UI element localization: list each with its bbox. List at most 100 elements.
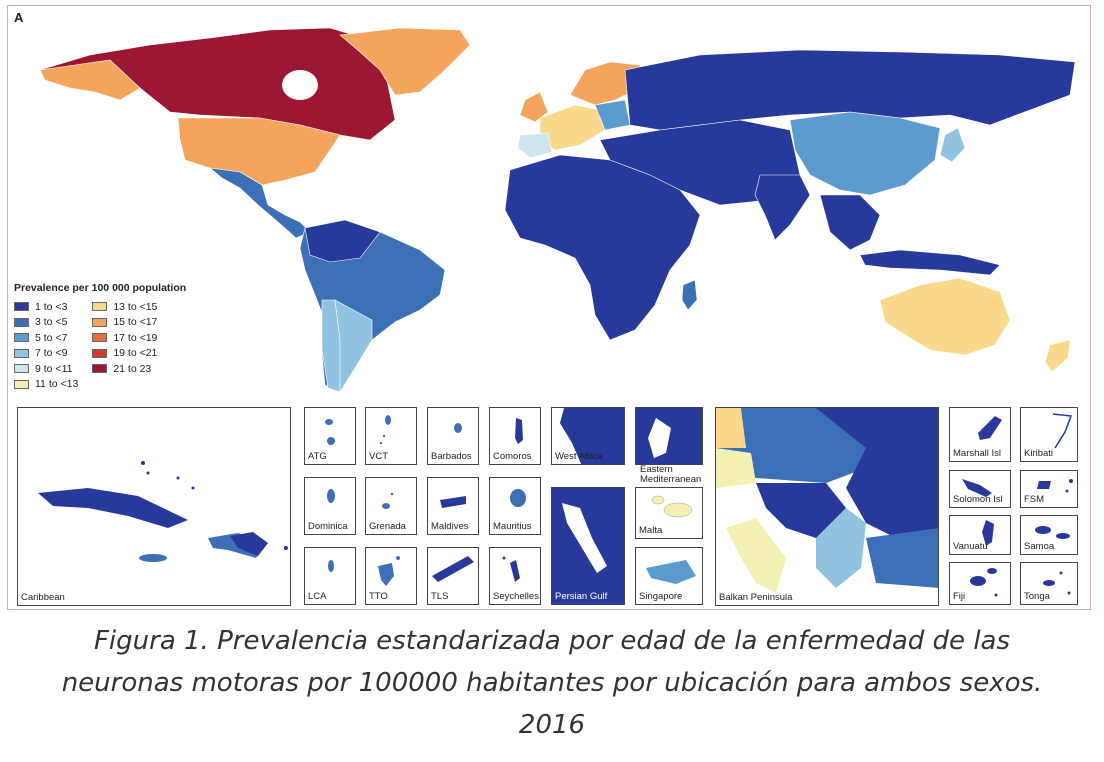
hudson-bay [282, 70, 318, 100]
legend-label: 5 to <7 [35, 331, 68, 344]
inset-label: Barbados [431, 451, 472, 462]
inset-label: Balkan Peninsula [719, 592, 793, 603]
inset-label: Malta [639, 525, 663, 536]
inset-label: TLS [431, 591, 449, 602]
panel-letter: A [14, 10, 24, 25]
inset-fiji: Fiji [949, 562, 1011, 605]
inset-tls: TLS [427, 547, 479, 605]
legend-label: 1 to <3 [35, 300, 68, 313]
legend-item: 9 to <11 [14, 362, 78, 376]
legend-label: 19 to <21 [113, 347, 158, 360]
region-australia [879, 277, 1011, 356]
inset-balkan: Balkan Peninsula [715, 407, 939, 606]
legend-label: 17 to <19 [113, 331, 158, 344]
inset-label-eastern-med: Eastern Mediterranean [640, 464, 702, 485]
caption-line-3: 2016 [518, 710, 586, 740]
legend-item: 7 to <9 [14, 347, 78, 361]
inset-label: Solomon Isl [953, 494, 1003, 505]
legend-swatch [92, 302, 108, 312]
inset-lca: LCA [304, 547, 356, 605]
region-india [754, 174, 811, 241]
region-madagascar [681, 279, 698, 311]
region-uk [519, 91, 549, 123]
region-china [789, 111, 941, 196]
legend-swatch [92, 317, 108, 327]
legend-item: 1 to <3 [14, 300, 78, 314]
inset-label: Comoros [493, 451, 532, 462]
inset-label: VCT [369, 451, 388, 462]
region-africa [504, 154, 701, 341]
inset-label: Seychelles [493, 591, 539, 602]
region-greenland [339, 27, 471, 96]
inset-barbados: Barbados [427, 407, 479, 465]
region-southeast-asia [819, 194, 881, 251]
region-indonesia [859, 249, 1001, 276]
legend-swatch [14, 302, 29, 312]
inset-label: Vanuatu [953, 541, 988, 552]
inset-tonga: Tonga [1020, 562, 1078, 605]
inset-caribbean: Caribbean [17, 407, 291, 606]
legend-swatch [14, 317, 29, 327]
legend-swatch [92, 348, 108, 358]
inset-label: Dominica [308, 521, 348, 532]
legend-swatch [14, 348, 29, 358]
inset-eastern-med [635, 407, 703, 465]
legend-item: 3 to <5 [14, 316, 78, 330]
inset-label: Maldives [431, 521, 469, 532]
legend-label: 7 to <9 [35, 347, 68, 360]
inset-dominica: Dominica [304, 477, 356, 535]
inset-samoa: Samoa [1020, 515, 1078, 555]
inset-label: LCA [308, 591, 327, 602]
legend-swatch [92, 333, 108, 343]
legend-swatch [92, 364, 108, 374]
legend-title: Prevalence per 100 000 population [14, 282, 187, 294]
inset-grenada: Grenada [365, 477, 417, 535]
inset-fsm: FSM [1020, 470, 1078, 508]
legend-item: 19 to <21 [92, 347, 157, 361]
inset-west-africa: West Africa [551, 407, 625, 465]
legend-label: 15 to <17 [113, 316, 158, 329]
inset-label: Marshall Isl [953, 448, 1002, 459]
legend-label: 13 to <15 [113, 300, 158, 313]
inset-kiribati: Kiribati [1020, 407, 1078, 462]
inset-label: ATG [308, 451, 327, 462]
inset-seychelles: Seychelles [489, 547, 541, 605]
world-map [39, 27, 1076, 394]
legend-swatch [14, 364, 29, 374]
region-alaska [39, 59, 141, 101]
legend-item: 15 to <17 [92, 316, 157, 330]
inset-tto: TTO [365, 547, 417, 605]
inset-maldives: Maldives [427, 477, 479, 535]
legend-label: 21 to 23 [113, 362, 152, 375]
inset-label: Tonga [1024, 591, 1050, 602]
legend-column-2: 13 to <15 15 to <17 17 to <19 19 to <21 … [92, 300, 157, 391]
inset-label: West Africa [555, 451, 603, 462]
inset-label: TTO [369, 591, 388, 602]
inset-label: Caribbean [21, 592, 65, 603]
legend-column-1: 1 to <3 3 to <5 5 to <7 7 to <9 9 to <11… [14, 300, 78, 391]
legend-swatch [14, 379, 29, 389]
region-argentina [334, 299, 373, 394]
legend-label: 3 to <5 [35, 316, 68, 329]
legend-item: 21 to 23 [92, 362, 157, 376]
legend-label: 9 to <11 [35, 362, 73, 375]
legend-item: 11 to <13 [14, 378, 78, 392]
region-japan [939, 127, 966, 163]
legend-item: 13 to <15 [92, 300, 157, 314]
region-new-zealand [1044, 339, 1071, 373]
inset-singapore: Singapore [635, 547, 703, 605]
legend-swatch [14, 333, 29, 343]
inset-label: Grenada [369, 521, 406, 532]
figure-caption: Figura 1. Prevalencia estandarizada por … [0, 620, 1104, 746]
inset-mauritius: Mauritius [489, 477, 541, 535]
inset-label: FSM [1024, 494, 1045, 505]
legend-item: 17 to <19 [92, 331, 157, 345]
inset-solomon: Solomon Isl [949, 470, 1011, 508]
inset-label: Samoa [1024, 541, 1055, 552]
caption-line-1: Figura 1. Prevalencia estandarizada por … [93, 626, 1011, 656]
inset-comoros: Comoros [489, 407, 541, 465]
caption-line-2: neuronas motoras por 100000 habitantes p… [61, 668, 1043, 698]
inset-vct: VCT [365, 407, 417, 465]
inset-label: Singapore [639, 591, 683, 602]
region-colombia-venezuela [304, 219, 381, 263]
